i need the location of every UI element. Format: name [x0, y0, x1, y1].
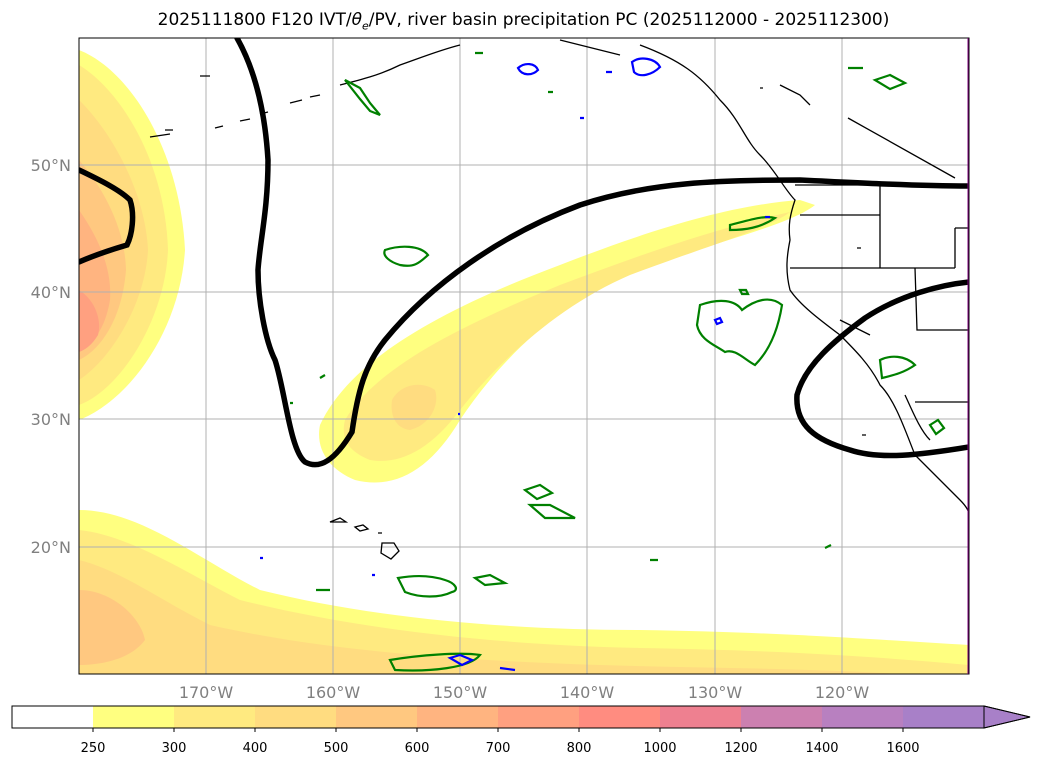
- colorbar-swatch: [174, 706, 256, 728]
- lon-label-170w: 170°W: [179, 683, 234, 702]
- colorbar-label-600: 600: [405, 741, 430, 756]
- colorbar-swatch: [417, 706, 499, 728]
- colorbar-label-1400: 1400: [805, 741, 838, 756]
- precip-pc-green-contours: [290, 51, 946, 672]
- colorbar-label-400: 400: [243, 741, 268, 756]
- colorbar-label-1000: 1000: [643, 741, 676, 756]
- colorbar-swatch: [822, 706, 904, 728]
- colorbar-label-500: 500: [324, 741, 349, 756]
- ivt-southern-band: [79, 510, 969, 674]
- colorbar-ticks: [92, 728, 904, 732]
- colorbar-swatch: [12, 706, 94, 728]
- lon-label-130w: 130°W: [688, 683, 743, 702]
- ivt-west-plume: [79, 50, 185, 420]
- lon-label-120w: 120°W: [815, 683, 870, 702]
- colorbar-swatch: [579, 706, 661, 728]
- precip-pc-blue-contours: [260, 57, 770, 672]
- lat-label-40n: 40°N: [31, 283, 71, 302]
- colorbar-labels: 250 300 400 500 600 700 800 1000 1200 14…: [81, 741, 920, 756]
- colorbar-swatch: [498, 706, 580, 728]
- pv-contours: [79, 38, 969, 468]
- map-frame: [78, 37, 970, 675]
- colorbar-swatch: [741, 706, 823, 728]
- colorbar-swatch: [903, 706, 984, 728]
- lon-labels: 170°W 160°W 150°W 140°W 130°W 120°W: [179, 683, 870, 702]
- colorbar: 250 300 400 500 600 700 800 1000 1200 14…: [11, 705, 1031, 756]
- colorbar-extend-arrow: [983, 705, 1031, 729]
- colorbar-swatch: [93, 706, 175, 728]
- colorbar-label-250: 250: [81, 741, 106, 756]
- colorbar-swatch: [336, 706, 418, 728]
- lon-label-150w: 150°W: [433, 683, 488, 702]
- lat-label-20n: 20°N: [31, 538, 71, 557]
- title-prefix: 2025111800 F120 IVT/: [157, 10, 352, 30]
- colorbar-label-1200: 1200: [724, 741, 757, 756]
- colorbar-label-1600: 1600: [886, 741, 919, 756]
- colorbar-label-700: 700: [486, 741, 511, 756]
- title-theta-sub: e: [362, 19, 369, 33]
- title-theta: θ: [351, 10, 362, 30]
- lon-label-140w: 140°W: [560, 683, 615, 702]
- colorbar-swatch: [660, 706, 742, 728]
- map-title: 2025111800 F120 IVT/θe/PV, river basin p…: [0, 10, 1047, 32]
- lat-label-30n: 30°N: [31, 410, 71, 429]
- lat-labels: 50°N 40°N 30°N 20°N: [31, 156, 71, 557]
- lon-label-160w: 160°W: [306, 683, 361, 702]
- colorbar-swatches: [12, 706, 984, 728]
- colorbar-label-300: 300: [162, 741, 187, 756]
- colorbar-label-800: 800: [567, 741, 592, 756]
- map-area: [79, 38, 969, 674]
- graticule: [79, 38, 969, 674]
- colorbar-swatch: [255, 706, 337, 728]
- lat-label-50n: 50°N: [31, 156, 71, 175]
- title-suffix: /PV, river basin precipitation PC (20251…: [368, 10, 890, 30]
